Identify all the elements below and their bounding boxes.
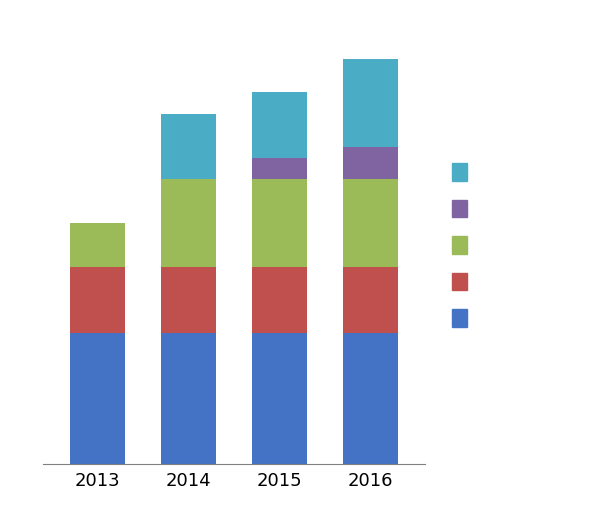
Bar <box>253 92 307 158</box>
Bar <box>253 179 307 267</box>
Bar <box>161 114 216 179</box>
Bar <box>161 333 216 464</box>
Bar <box>253 333 307 464</box>
Bar <box>161 179 216 267</box>
Legend: , , , , : , , , , <box>447 158 482 332</box>
Bar <box>343 59 398 147</box>
Bar <box>70 223 125 267</box>
Bar <box>70 267 125 333</box>
Bar <box>253 267 307 333</box>
Bar <box>343 179 398 267</box>
Bar <box>343 333 398 464</box>
Bar <box>161 267 216 333</box>
Bar <box>70 333 125 464</box>
Bar <box>343 267 398 333</box>
Bar <box>343 147 398 179</box>
Bar <box>253 158 307 179</box>
